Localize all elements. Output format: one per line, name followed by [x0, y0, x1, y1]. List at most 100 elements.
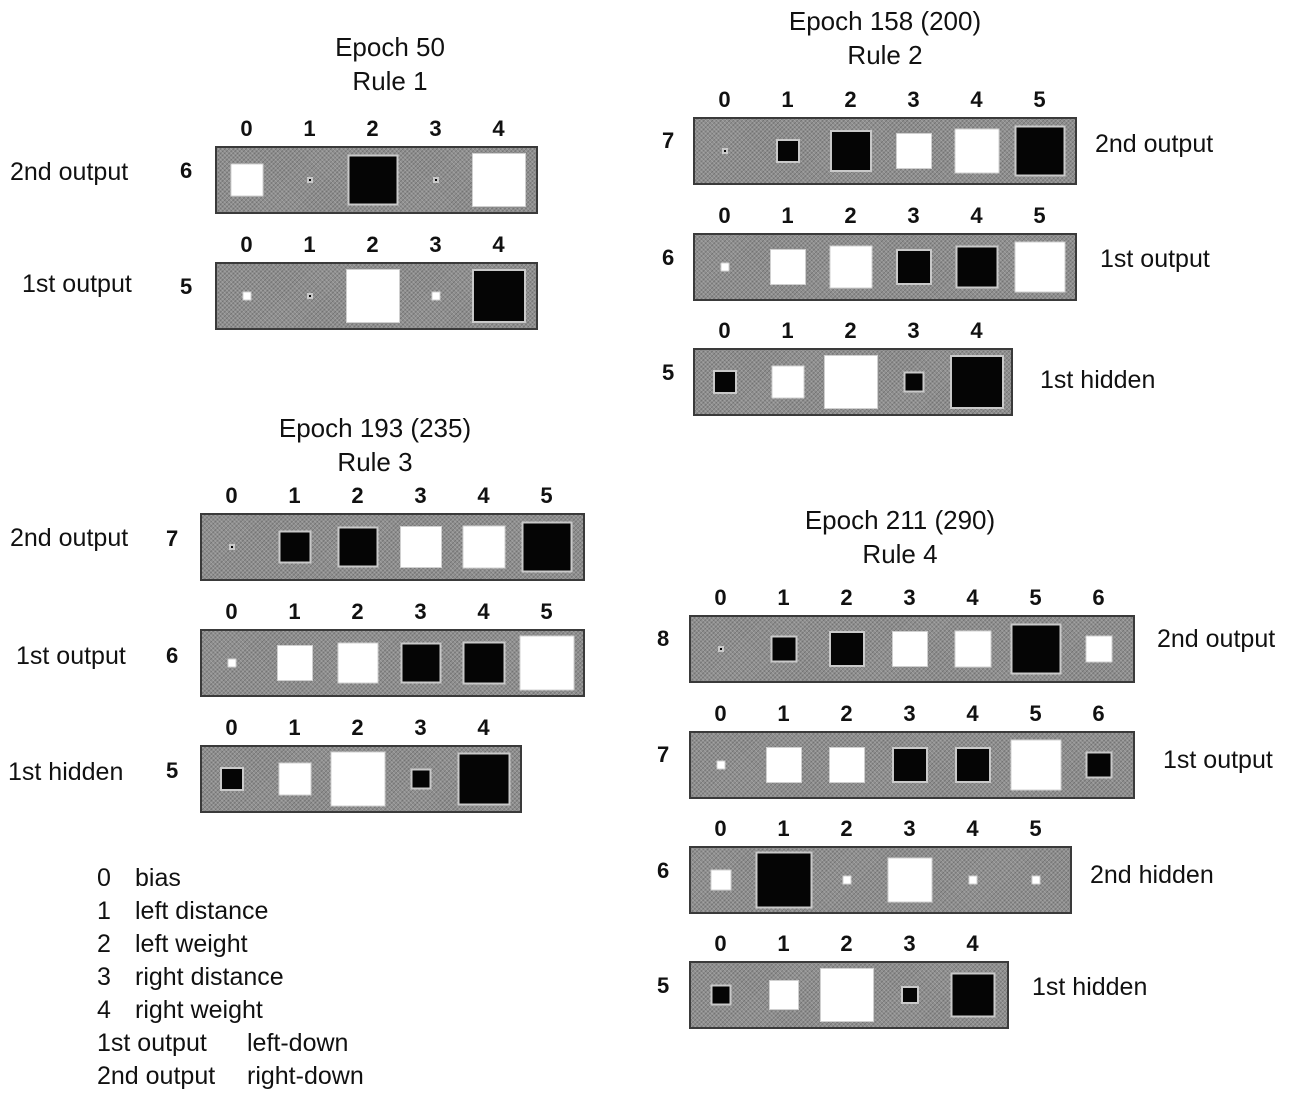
negative-weight-square [775, 139, 800, 163]
column-index: 2 [844, 318, 857, 343]
row-label: 2nd output [1157, 625, 1276, 653]
row-label: 1st output [16, 642, 126, 670]
column-index: 3 [907, 203, 920, 228]
weight-cell [263, 631, 326, 695]
negative-weight-square [954, 747, 991, 783]
panel-1-title: Epoch 50 Rule 1 [290, 30, 490, 98]
positive-weight-square [337, 642, 378, 684]
negative-weight-square [337, 526, 378, 568]
negative-weight-square [306, 177, 313, 183]
column-index: 1 [288, 599, 301, 624]
weight-cell [404, 264, 467, 328]
positive-weight-square [227, 658, 236, 668]
column-index: 2 [366, 232, 379, 257]
negative-weight-square [891, 747, 928, 783]
positive-weight-square [278, 762, 311, 796]
row-label: 2nd output [1095, 130, 1214, 158]
column-index: 0 [714, 701, 727, 726]
column-index: 1 [781, 318, 794, 343]
column-index: 4 [970, 203, 983, 228]
column-index: 4 [966, 816, 979, 841]
column-index: 2 [351, 599, 364, 624]
weight-cell [878, 733, 941, 797]
row-label: 1st output [1163, 746, 1273, 774]
weight-cell [278, 264, 341, 328]
positive-weight-square [954, 630, 991, 668]
negative-weight-square [955, 245, 998, 289]
column-index: 5 [1029, 585, 1042, 610]
weight-cell [1008, 119, 1071, 183]
weight-cell [200, 747, 263, 811]
weight-cell [689, 963, 752, 1027]
column-index: 0 [714, 585, 727, 610]
positive-weight-square [720, 262, 729, 272]
weight-cell [878, 848, 941, 912]
weight-cell [515, 631, 578, 695]
weight-cell [200, 515, 263, 579]
column-index: 2 [840, 816, 853, 841]
positive-weight-square [716, 760, 725, 770]
negative-weight-square [712, 370, 737, 394]
weight-cell [693, 235, 756, 299]
weight-cell [756, 235, 819, 299]
row-label: 2nd hidden [1090, 861, 1214, 889]
weight-cell [756, 350, 819, 414]
positive-weight-square [330, 751, 385, 807]
weight-cell [1004, 733, 1067, 797]
positive-weight-square [276, 645, 313, 681]
unit-number: 7 [657, 742, 670, 767]
negative-weight-square [410, 768, 431, 790]
column-index: 0 [718, 87, 731, 112]
column-index: 3 [907, 318, 920, 343]
positive-weight-square [1031, 875, 1040, 885]
unit-number: 5 [166, 758, 179, 783]
negative-weight-square [278, 530, 311, 564]
unit-number: 7 [662, 128, 675, 153]
weight-cell [689, 617, 752, 681]
panel-2-rule: Rule 2 [847, 40, 923, 70]
positive-weight-square [769, 249, 806, 285]
weight-cell [263, 515, 326, 579]
positive-weight-square [462, 525, 505, 569]
column-index: 2 [840, 931, 853, 956]
weight-cell [452, 747, 515, 811]
negative-weight-square [1085, 751, 1112, 779]
negative-weight-square [721, 148, 728, 154]
column-index: 1 [303, 232, 316, 257]
positive-weight-square [768, 980, 799, 1010]
unit-number: 5 [662, 360, 675, 385]
negative-weight-square [400, 642, 441, 684]
weight-cell [341, 148, 404, 212]
panel-2-title: Epoch 158 (200) Rule 2 [760, 4, 1010, 72]
column-index: 0 [225, 483, 238, 508]
column-index: 4 [970, 87, 983, 112]
negative-weight-square [829, 130, 872, 172]
positive-weight-square [823, 355, 878, 409]
column-index: 3 [429, 232, 442, 257]
weight-cell [215, 264, 278, 328]
positive-weight-square [1085, 635, 1112, 663]
panel-4-rule: Rule 4 [862, 539, 938, 569]
weight-cell [945, 350, 1008, 414]
weight-cell [878, 617, 941, 681]
weight-cell [1008, 235, 1071, 299]
weight-cell [941, 848, 1004, 912]
panel-3-rule: Rule 3 [337, 447, 413, 477]
negative-weight-square [1014, 125, 1065, 177]
unit-number: 6 [180, 158, 193, 183]
weight-strip [215, 146, 538, 214]
column-index: 2 [844, 87, 857, 112]
column-index: 3 [903, 585, 916, 610]
weight-cell [882, 119, 945, 183]
positive-weight-square [765, 747, 802, 783]
column-index: 4 [966, 585, 979, 610]
negative-weight-square [770, 635, 797, 663]
column-index: 4 [966, 931, 979, 956]
panel-1-rule: Rule 1 [352, 66, 428, 96]
column-index: 1 [781, 203, 794, 228]
weight-cell [752, 963, 815, 1027]
negative-weight-square [462, 641, 505, 685]
weight-cell [819, 235, 882, 299]
column-index: 3 [903, 816, 916, 841]
legend: 0 bias 1 left distance 2 left weight 3 right… [97, 862, 364, 1093]
